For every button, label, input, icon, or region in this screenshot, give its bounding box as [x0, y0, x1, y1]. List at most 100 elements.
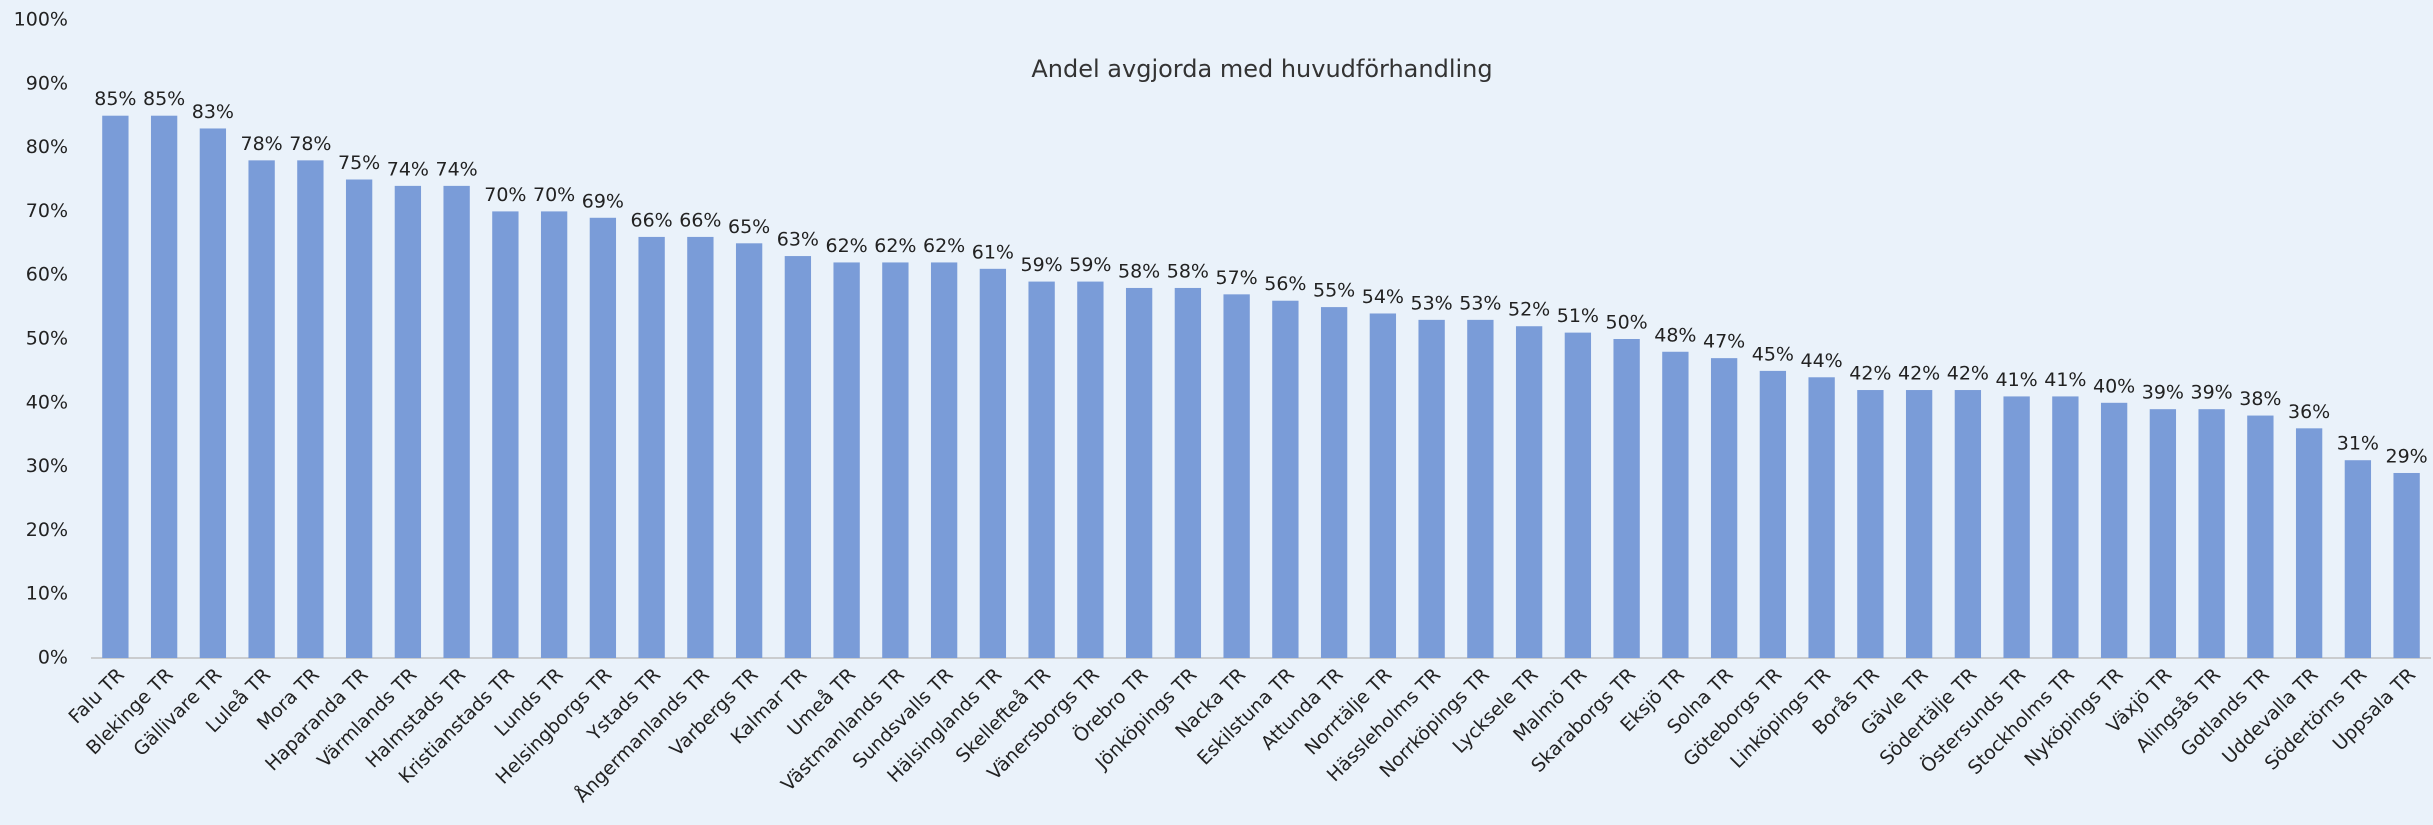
bar	[1467, 319, 1494, 658]
bar	[1125, 287, 1153, 658]
y-tick-label: 30%	[26, 455, 68, 477]
data-label: 39%	[2191, 382, 2233, 404]
chart-title: Andel avgjorda med huvudförhandling	[1031, 55, 1492, 83]
bar	[394, 185, 422, 658]
bar	[248, 160, 275, 659]
data-label: 66%	[631, 209, 673, 231]
data-label: 62%	[923, 235, 965, 257]
data-label: 69%	[582, 190, 624, 212]
y-tick-label: 50%	[26, 328, 68, 350]
bar	[1857, 390, 1884, 658]
bar	[492, 211, 519, 658]
data-label: 85%	[94, 88, 136, 110]
bar	[930, 262, 958, 658]
data-label: 74%	[436, 158, 478, 180]
data-label: 56%	[1264, 273, 1306, 295]
bar	[833, 262, 860, 658]
y-tick-label: 100%	[14, 9, 68, 31]
bar	[1710, 358, 1738, 658]
bar	[2344, 460, 2372, 658]
data-label: 62%	[826, 235, 868, 257]
data-label: 48%	[1654, 324, 1696, 346]
bar	[2100, 402, 2128, 658]
data-label: 65%	[728, 216, 770, 238]
data-label: 39%	[2142, 382, 2184, 404]
bar	[882, 262, 909, 658]
data-label: 51%	[1557, 305, 1599, 327]
data-label: 38%	[2239, 388, 2281, 410]
bar	[1320, 307, 1348, 658]
bar	[1174, 287, 1202, 658]
data-label: 62%	[874, 235, 916, 257]
data-label: 59%	[1021, 254, 1063, 276]
data-label: 55%	[1313, 280, 1355, 302]
bar	[1515, 326, 1543, 658]
bar	[1028, 281, 1055, 658]
y-tick-label: 60%	[26, 264, 68, 286]
bar	[687, 236, 714, 659]
bar	[1662, 351, 1689, 658]
data-label: 74%	[387, 158, 429, 180]
data-label: 58%	[1118, 260, 1160, 282]
bar	[1905, 390, 1933, 658]
y-tick-label: 90%	[26, 72, 68, 94]
data-label: 70%	[533, 184, 575, 206]
data-label: 66%	[679, 209, 721, 231]
data-label: 29%	[2386, 445, 2428, 467]
data-label: 53%	[1459, 292, 1501, 314]
data-label: 78%	[241, 133, 283, 155]
data-label: 41%	[2044, 369, 2086, 391]
y-tick-label: 0%	[38, 647, 68, 669]
y-tick-label: 80%	[26, 136, 68, 158]
bar	[345, 179, 373, 658]
data-label: 40%	[2093, 375, 2135, 397]
data-label: 70%	[484, 184, 526, 206]
data-label: 53%	[1411, 292, 1453, 314]
bar	[735, 243, 763, 659]
data-label: 41%	[1996, 369, 2038, 391]
bar	[1077, 281, 1104, 658]
bar	[1759, 370, 1787, 658]
bar	[1954, 390, 1982, 658]
data-label: 78%	[289, 133, 331, 155]
bar	[1564, 332, 1592, 658]
bar	[2052, 396, 2079, 658]
data-label: 42%	[1898, 363, 1940, 385]
data-label: 75%	[338, 152, 380, 174]
data-label: 36%	[2288, 401, 2330, 423]
bar	[1369, 313, 1397, 658]
data-label: 61%	[972, 241, 1014, 263]
data-label: 45%	[1752, 343, 1794, 365]
bar	[784, 256, 812, 658]
bar	[2198, 409, 2225, 658]
data-label: 50%	[1606, 312, 1648, 334]
bar	[1418, 319, 1445, 658]
y-tick-label: 20%	[26, 519, 68, 541]
bar	[638, 236, 665, 659]
bar	[1272, 300, 1299, 658]
data-label: 47%	[1703, 331, 1745, 353]
data-label: 42%	[1849, 363, 1891, 385]
bar	[102, 115, 129, 658]
data-label: 44%	[1801, 350, 1843, 372]
y-tick-label: 70%	[26, 200, 68, 222]
bar	[297, 160, 324, 659]
data-label: 85%	[143, 88, 185, 110]
bar	[2149, 409, 2177, 658]
bar	[199, 128, 227, 658]
bar	[979, 268, 1007, 658]
bar	[2003, 396, 2030, 658]
data-label: 52%	[1508, 299, 1550, 321]
data-label: 63%	[777, 229, 819, 251]
bar	[2393, 472, 2420, 658]
bar	[1808, 377, 1835, 658]
bar	[150, 115, 178, 658]
bar	[2247, 415, 2274, 658]
bar	[2295, 428, 2323, 658]
data-label: 83%	[192, 101, 234, 123]
data-label: 57%	[1216, 267, 1258, 289]
data-label: 59%	[1069, 254, 1111, 276]
bar	[1223, 294, 1250, 658]
data-label: 58%	[1167, 260, 1209, 282]
